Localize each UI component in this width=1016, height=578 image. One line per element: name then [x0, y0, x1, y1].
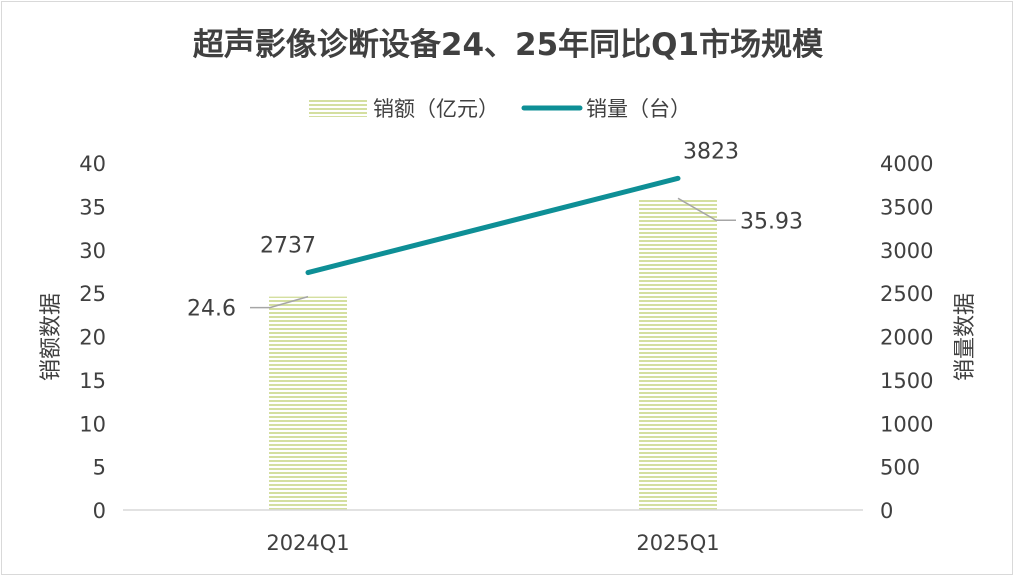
- left-tick-label: 40: [79, 152, 106, 176]
- bar-2025Q1: [639, 198, 717, 510]
- legend-bar-label: 销额（亿元）: [373, 97, 499, 121]
- right-tick-label: 500: [880, 456, 920, 480]
- legend-line-label: 销量（台）: [586, 97, 691, 121]
- bars: [269, 198, 717, 510]
- line-value-label: 2737: [260, 234, 316, 259]
- chart-title: 超声影像诊断设备24、25年同比Q1市场规模: [193, 27, 823, 63]
- line-value-label: 3823: [683, 139, 739, 164]
- bar-label-leader: [677, 197, 736, 222]
- legend-bar-swatch: [309, 99, 367, 117]
- data-labels: 2737 3823 24.6 35.93: [187, 139, 803, 321]
- right-tick-label: 2000: [880, 326, 933, 350]
- legend: 销额（亿元） 销量（台）: [309, 97, 691, 121]
- right-axis-title: 销量数据: [953, 293, 978, 381]
- left-tick-label: 30: [79, 239, 106, 263]
- bar-2024Q1: [269, 296, 347, 510]
- right-tick-label: 3000: [880, 239, 933, 263]
- left-axis-title: 销额数据: [39, 293, 64, 381]
- bar-value-label: 24.6: [187, 297, 236, 322]
- x-axis: 2024Q1 2025Q1: [123, 509, 863, 555]
- bar-label-leader: [250, 295, 309, 309]
- right-tick-label: 2500: [880, 282, 933, 306]
- left-tick-label: 35: [79, 195, 106, 219]
- right-tick-label: 0: [880, 499, 893, 523]
- right-axis-ticks: 0 500 1000 1500 2000 2500 3000 3500 4000: [880, 152, 933, 523]
- line-series: [305, 175, 681, 276]
- right-tick-label: 3500: [880, 195, 933, 219]
- left-tick-label: 15: [79, 369, 106, 393]
- x-tick-label: 2025Q1: [636, 531, 719, 555]
- left-tick-label: 0: [93, 499, 106, 523]
- line-volume: [305, 175, 681, 276]
- x-tick-label: 2024Q1: [266, 531, 349, 555]
- left-tick-label: 20: [79, 326, 106, 350]
- right-tick-label: 1000: [880, 412, 933, 436]
- bar-value-label: 35.93: [740, 209, 803, 234]
- left-tick-label: 5: [93, 456, 106, 480]
- right-tick-label: 1500: [880, 369, 933, 393]
- left-tick-label: 25: [79, 282, 106, 306]
- left-axis-ticks: 0 5 10 15 20 25 30 35 40: [79, 152, 106, 523]
- right-tick-label: 4000: [880, 152, 933, 176]
- left-tick-label: 10: [79, 412, 106, 436]
